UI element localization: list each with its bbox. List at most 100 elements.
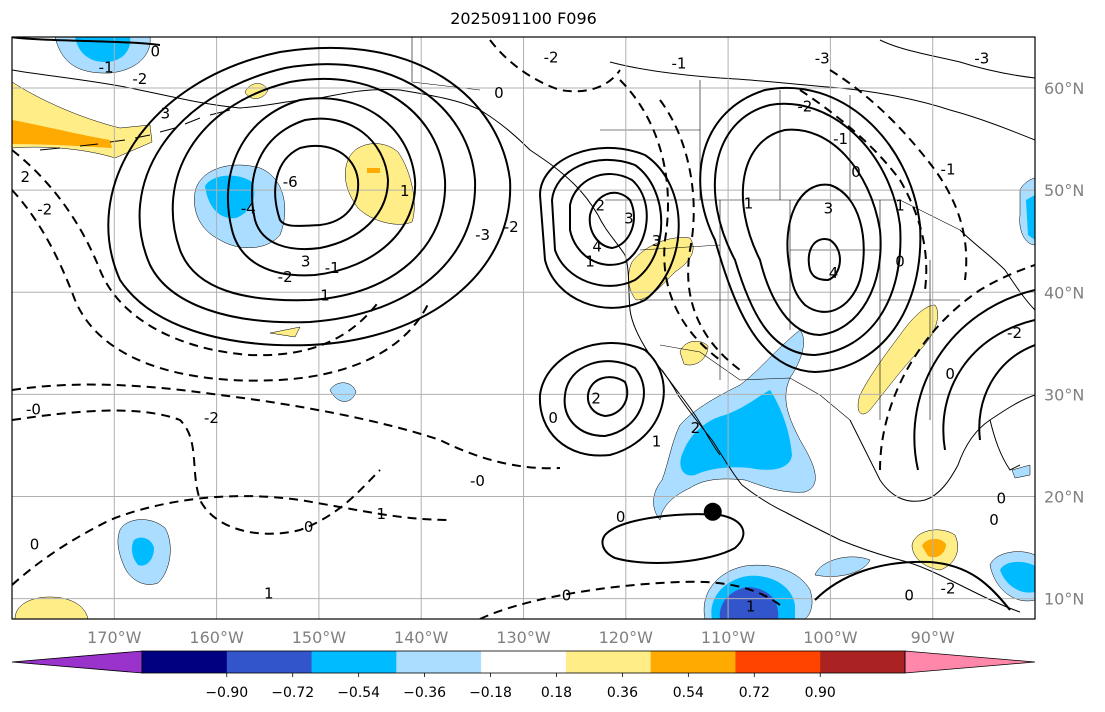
contour-label: -1 bbox=[833, 130, 848, 148]
shade-yellow bbox=[628, 237, 694, 301]
shade-orange bbox=[12, 120, 112, 148]
shade-yellow bbox=[345, 143, 415, 225]
contour-label: 0 bbox=[304, 518, 314, 536]
colorbar-tick-label: 0.36 bbox=[607, 685, 638, 701]
contour-solid bbox=[226, 97, 417, 277]
contour-label: -1 bbox=[672, 55, 687, 73]
contour-dashed bbox=[12, 495, 451, 586]
contour-solid bbox=[538, 146, 680, 309]
longitude-label: 130°W bbox=[496, 628, 551, 647]
longitude-label: 160°W bbox=[189, 628, 244, 647]
colorbar-segment bbox=[311, 651, 397, 673]
shade-orange bbox=[367, 168, 380, 173]
longitude-label: 150°W bbox=[292, 628, 347, 647]
colorbar-tick-label: −0.54 bbox=[337, 685, 380, 701]
storm-center-marker bbox=[703, 502, 722, 521]
colorbar-tick-label: −0.36 bbox=[403, 685, 446, 701]
contour-label: 0 bbox=[904, 587, 914, 605]
contour-dashed bbox=[659, 99, 741, 371]
coastline-baja bbox=[661, 369, 721, 456]
contour-label: -2 bbox=[132, 70, 147, 88]
latitude-label: 50°N bbox=[1044, 181, 1084, 200]
latitude-label: 30°N bbox=[1044, 385, 1084, 404]
contour-label: -2 bbox=[278, 268, 293, 286]
contour-solid bbox=[786, 183, 865, 313]
shade-light-blue bbox=[1011, 464, 1031, 479]
border-alaska-canada bbox=[411, 37, 481, 91]
contour-label: -2 bbox=[797, 97, 812, 115]
longitude-labels: 170°W 160°W 150°W 140°W 130°W 120°W 110°W 100°W… bbox=[87, 628, 955, 647]
contour-label: 0 bbox=[30, 535, 40, 553]
longitude-label: 90°W bbox=[911, 628, 955, 647]
colorbar-tick-label: 0.72 bbox=[739, 685, 770, 701]
contour-label: -2 bbox=[504, 218, 519, 236]
colorbar-tick-label: 0.90 bbox=[805, 685, 836, 701]
shade-light-blue bbox=[329, 382, 357, 402]
colorbar-segment bbox=[481, 651, 567, 673]
colorbar-frame bbox=[141, 650, 906, 674]
coastline-mexico bbox=[784, 511, 1021, 613]
shade-blue bbox=[1000, 561, 1035, 593]
contour-dashed bbox=[12, 149, 381, 357]
contour-label: 0 bbox=[616, 508, 626, 526]
contour-label: -6 bbox=[283, 173, 298, 191]
contour-solid bbox=[913, 289, 1035, 471]
contour-label: 1 bbox=[746, 598, 756, 616]
shade-orange bbox=[922, 538, 946, 558]
shade-blue bbox=[680, 390, 792, 476]
colorbar-tick-label: 0.54 bbox=[673, 685, 704, 701]
contour-label: 1 bbox=[264, 584, 274, 602]
contour-layer bbox=[12, 37, 1035, 619]
latitude-labels: 60°N 50°N 40°N 30°N 20°N 10°N bbox=[1044, 79, 1084, 609]
contour-solid bbox=[563, 360, 645, 438]
coastline-hudson bbox=[879, 39, 1035, 79]
longitude-label: 100°W bbox=[803, 628, 858, 647]
colorbar-segment bbox=[735, 651, 821, 673]
shade-yellow-small bbox=[679, 340, 709, 366]
colorbar-tick-labels: −0.90 −0.72 −0.54 −0.36 −0.18 0.18 0.36 0.54 0.7… bbox=[205, 673, 836, 701]
contour-label: 0 bbox=[851, 163, 861, 181]
shade-blue bbox=[75, 37, 131, 62]
shade-blue bbox=[205, 175, 255, 219]
contour-label: -0 bbox=[470, 472, 485, 490]
latitude-label: 10°N bbox=[1044, 590, 1084, 609]
colorbar-segment bbox=[650, 651, 736, 673]
contour-solid bbox=[807, 238, 841, 282]
contour-solid bbox=[814, 560, 1011, 611]
latitude-label: 60°N bbox=[1044, 79, 1084, 98]
contour-label: -1 bbox=[325, 259, 340, 277]
colorbar-segment bbox=[396, 651, 482, 673]
contour-label: -0 bbox=[26, 401, 41, 419]
colorbar-tick-label: −0.90 bbox=[205, 685, 248, 701]
contour-label: 0 bbox=[548, 409, 558, 427]
contour-label: 1 bbox=[377, 505, 387, 523]
contour-solid bbox=[550, 159, 663, 287]
colorbar-extend-low bbox=[11, 650, 143, 674]
contour-label: 0 bbox=[895, 253, 905, 271]
contour-label: 3 bbox=[624, 210, 634, 228]
contour-label: 1 bbox=[895, 196, 905, 214]
contour-label: 2 bbox=[21, 168, 31, 186]
contour-dashed bbox=[12, 189, 431, 382]
shade-yellow-small bbox=[269, 326, 301, 338]
contour-label: -4 bbox=[241, 200, 256, 218]
contour-solid bbox=[171, 77, 447, 302]
contour-label: 2 bbox=[595, 196, 605, 214]
border-canada-provinces bbox=[600, 80, 851, 200]
contour-solid bbox=[138, 63, 477, 324]
contour-label: -3 bbox=[815, 49, 830, 67]
contour-solid bbox=[12, 37, 161, 46]
contour-label: -2 bbox=[204, 409, 219, 427]
coastline-gulf bbox=[849, 394, 1035, 502]
contour-label: 4 bbox=[829, 264, 839, 282]
contour-label: 0 bbox=[494, 84, 504, 102]
contour-label: 3 bbox=[301, 253, 311, 271]
contour-label: -3 bbox=[475, 226, 490, 244]
colorbar-segment bbox=[820, 651, 906, 673]
contour-label: -2 bbox=[1007, 324, 1022, 342]
longitude-label: 110°W bbox=[701, 628, 756, 647]
contour-label: 1 bbox=[400, 182, 410, 200]
contour-dashed bbox=[619, 79, 721, 361]
